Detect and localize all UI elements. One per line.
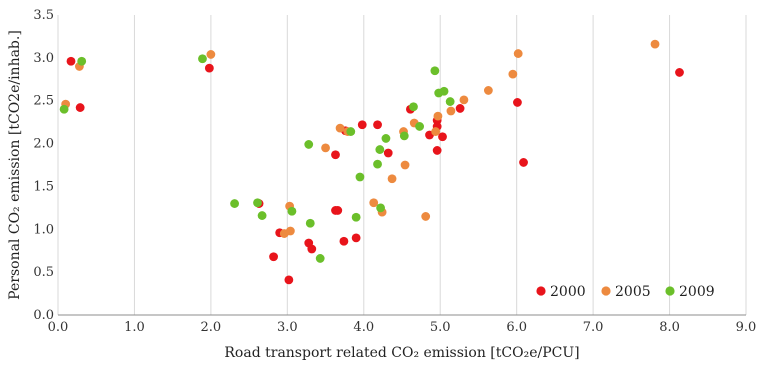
data-point	[399, 131, 409, 141]
data-point	[432, 146, 442, 155]
data-point	[357, 120, 367, 130]
data-point	[305, 218, 315, 228]
x-tick-label: 0.0	[48, 320, 69, 335]
data-point	[355, 172, 365, 182]
data-point	[445, 97, 455, 106]
series-2009	[59, 54, 455, 263]
data-point	[198, 54, 207, 64]
data-point	[304, 140, 314, 149]
y-tick-label: 0.5	[33, 265, 54, 280]
data-points	[59, 39, 684, 285]
data-point	[284, 275, 294, 285]
data-point	[459, 95, 469, 105]
data-point	[315, 254, 325, 263]
data-point	[430, 66, 440, 76]
series-2000	[66, 56, 684, 285]
y-tick-label: 1.5	[33, 179, 54, 194]
y-tick-label: 2.5	[33, 94, 54, 109]
y-tick-label: 2.0	[33, 137, 54, 152]
data-point	[409, 102, 418, 112]
legend-label: 2005	[615, 284, 651, 300]
data-point	[421, 212, 431, 221]
data-point	[321, 143, 330, 153]
data-point	[513, 49, 523, 58]
data-point	[206, 50, 216, 59]
data-point	[387, 174, 397, 184]
data-point	[483, 86, 493, 95]
series-2005	[61, 39, 660, 238]
data-point	[438, 132, 447, 142]
data-point	[650, 39, 660, 49]
data-point	[253, 198, 262, 208]
legend: 2000 2005 2009	[536, 284, 715, 300]
data-point	[375, 145, 385, 154]
data-point	[513, 98, 522, 107]
x-tick-label: 5.0	[430, 320, 451, 335]
x-tick-label: 8.0	[659, 320, 680, 335]
data-point	[59, 104, 69, 114]
data-point	[431, 127, 441, 136]
legend-label: 2000	[550, 284, 586, 300]
x-tick-label: 1.0	[124, 320, 145, 335]
y-tick-label: 1.0	[33, 222, 54, 237]
x-tick-label: 3.0	[277, 320, 298, 335]
data-point	[287, 206, 297, 216]
data-point	[204, 63, 214, 73]
data-point	[439, 86, 449, 96]
tick-labels: 0.0 1.0 2.0 3.0 4.0 5.0 6.0 7.0 8.0 9.0 0.0 0.5 1.0 1…	[33, 8, 756, 335]
x-tick-label: 7.0	[583, 320, 604, 335]
data-point	[373, 120, 382, 130]
data-point	[333, 206, 343, 215]
data-point	[230, 199, 239, 208]
legend-marker	[665, 286, 675, 296]
x-tick-label: 4.0	[353, 320, 374, 335]
data-point	[381, 134, 391, 143]
data-point	[508, 69, 518, 79]
x-tick-label: 2.0	[201, 320, 222, 335]
x-tick-label: 6.0	[506, 320, 527, 335]
data-point	[77, 56, 87, 66]
data-point	[351, 233, 361, 243]
data-point	[346, 127, 356, 136]
x-axis-label: Road transport related CO₂ emission [tCO…	[224, 345, 579, 361]
data-point	[307, 244, 317, 254]
data-point	[285, 226, 295, 236]
y-axis-label: Personal CO₂ emission [tCO2e/inhab.]	[7, 30, 23, 300]
y-tick-label: 0.0	[33, 308, 54, 323]
data-point	[400, 160, 410, 170]
y-tick-label: 3.5	[33, 8, 54, 23]
legend-marker	[536, 286, 546, 296]
data-point	[257, 211, 267, 220]
data-point	[446, 106, 456, 116]
data-point	[415, 122, 424, 131]
data-point	[335, 123, 345, 133]
data-point	[66, 56, 76, 66]
data-point	[339, 236, 349, 246]
x-tick-label: 9.0	[736, 320, 757, 335]
data-point	[376, 203, 385, 213]
data-point	[455, 104, 465, 113]
legend-label: 2009	[679, 284, 715, 300]
data-point	[433, 111, 443, 121]
data-point	[519, 158, 528, 167]
data-point	[383, 148, 393, 158]
data-point	[369, 198, 379, 208]
data-point	[75, 103, 85, 112]
data-point	[351, 212, 361, 222]
legend-marker	[601, 286, 611, 296]
data-point	[269, 252, 278, 262]
data-point	[675, 68, 684, 77]
y-tick-label: 3.0	[33, 51, 54, 66]
data-point	[373, 159, 382, 169]
data-point	[331, 150, 340, 160]
